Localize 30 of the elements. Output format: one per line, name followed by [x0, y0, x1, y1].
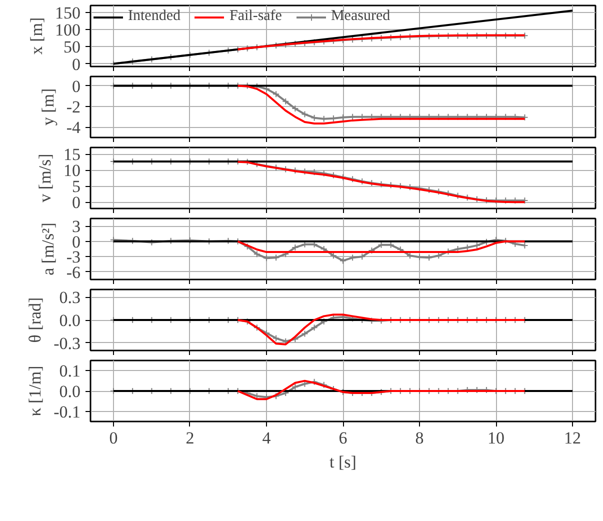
y-tick-label: 50	[64, 38, 80, 57]
y-axis-title: a [m/s²]	[38, 222, 58, 276]
x-tick-label: 8	[415, 428, 424, 448]
y-tick-label: 0.1	[59, 362, 80, 381]
y-axis-title: y [m]	[38, 88, 58, 126]
legend-label: Intended	[128, 8, 180, 25]
y-tick-label: -0.3	[54, 334, 81, 353]
y-tick-label: 0.0	[59, 311, 80, 330]
y-axis-title: θ [rad]	[26, 297, 45, 343]
y-axis-title: v [m/s]	[36, 154, 54, 202]
y-axis-title: κ [1/m]	[26, 366, 45, 416]
legend-label: Measured	[330, 8, 390, 25]
legend-label: Fail-safe	[229, 8, 282, 25]
y-tick-label: 0.0	[59, 382, 80, 401]
y-axis-title: x [m]	[27, 17, 46, 55]
y-tick-label: -0.1	[54, 402, 81, 422]
x-tick-label: 0	[109, 428, 118, 448]
x-tick-label: 2	[186, 428, 194, 448]
y-tick-label: 100	[55, 20, 80, 40]
x-tick-label: 10	[488, 428, 505, 448]
x-tick-label: 6	[338, 428, 348, 448]
y-tick-label: 0.3	[59, 288, 80, 308]
y-tick-label: 150	[55, 3, 80, 22]
y-tick-label: -4	[66, 118, 81, 138]
y-tick-label: 0	[72, 76, 80, 96]
x-tick-label: 12	[564, 428, 582, 448]
x-tick-label: 4	[262, 428, 272, 448]
y-tick-label: 0	[72, 54, 80, 74]
y-tick-label: -2	[66, 97, 81, 116]
x-axis-title: t [s]	[330, 452, 356, 472]
